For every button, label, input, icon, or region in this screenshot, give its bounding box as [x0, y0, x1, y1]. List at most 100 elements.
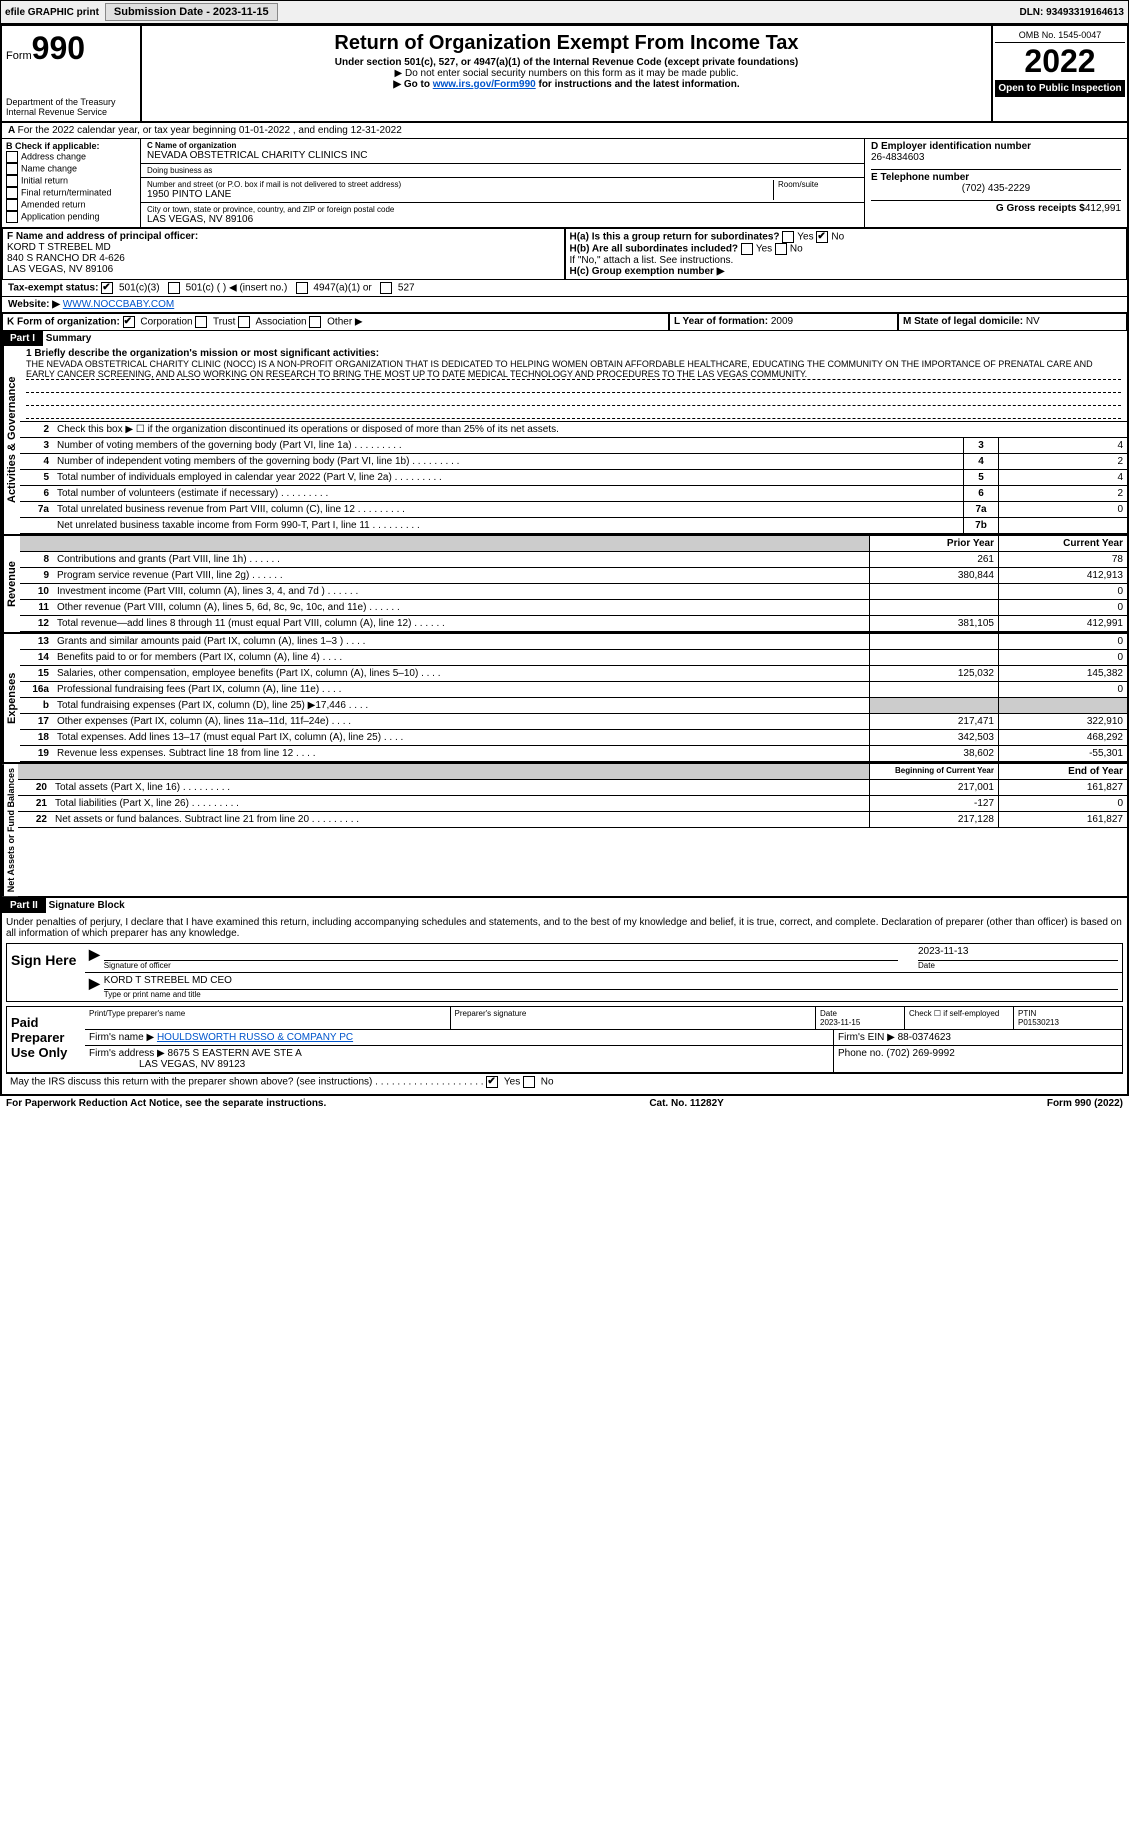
gov-row: Net unrelated business taxable income fr…	[20, 518, 1127, 534]
top-section: Form990 Department of the Treasury Inter…	[2, 26, 1127, 123]
exp-row: 16aProfessional fundraising fees (Part I…	[20, 682, 1127, 698]
arrow-icon: ▶	[89, 946, 100, 970]
mission-blank2	[26, 393, 1121, 406]
rev-row: 11Other revenue (Part VIII, column (A), …	[20, 600, 1127, 616]
exp-row: 14Benefits paid to or for members (Part …	[20, 650, 1127, 666]
line-desc: Other expenses (Part IX, column (A), lin…	[53, 714, 869, 729]
section-j: Website: ▶ WWW.NOCCBABY.COM	[2, 297, 1127, 313]
city-value: LAS VEGAS, NV 89106	[147, 214, 858, 225]
line-desc: Total number of individuals employed in …	[53, 470, 963, 485]
line-no: 5	[20, 470, 53, 485]
line-val: 2	[998, 454, 1127, 469]
prior-val	[869, 600, 998, 615]
signature-section: Under penalties of perjury, I declare th…	[2, 913, 1127, 1094]
i-opt2: 501(c) ( ) ◀ (insert no.)	[186, 283, 288, 294]
phone-value: (702) 435-2229	[871, 183, 1121, 194]
net-row: 20Total assets (Part X, line 16) . . . .…	[18, 780, 1127, 796]
exp-row: 18Total expenses. Add lines 13–17 (must …	[20, 730, 1127, 746]
firm-phone-cell: Phone no. (702) 269-9992	[834, 1046, 1122, 1072]
section-c: C Name of organization NEVADA OBSTETRICA…	[141, 139, 864, 227]
current-val: 0	[998, 650, 1127, 665]
i-opt4: 527	[398, 283, 415, 294]
footer-center: Cat. No. 11282Y	[649, 1098, 723, 1109]
c-city-label: City or town, state or province, country…	[147, 205, 858, 214]
line-no: 12	[20, 616, 53, 631]
hb-yes-checkbox[interactable]	[741, 243, 753, 255]
part1-badge: Part I	[2, 331, 43, 346]
netassets-section: Net Assets or Fund Balances Beginning of…	[2, 764, 1127, 898]
irs-link[interactable]: www.irs.gov/Form990	[433, 79, 536, 90]
address-change-checkbox[interactable]	[6, 151, 18, 163]
begin-year-header: Beginning of Current Year	[869, 764, 998, 779]
a-line: A For the 2022 calendar year, or tax yea…	[2, 123, 1127, 139]
line-box: 5	[963, 470, 998, 485]
g-label: G Gross receipts $	[996, 203, 1085, 214]
line-desc: Professional fundraising fees (Part IX, …	[53, 682, 869, 697]
ha-yes-checkbox[interactable]	[782, 231, 794, 243]
section-h: H(a) Is this a group return for subordin…	[565, 228, 1128, 280]
current-val: 161,827	[998, 812, 1127, 827]
line-no: 15	[20, 666, 53, 681]
application-pending-checkbox[interactable]	[6, 211, 18, 223]
klm-row: K Form of organization: Corporation Trus…	[2, 313, 1127, 331]
corp-checkbox[interactable]	[123, 316, 135, 328]
submission-date-btn[interactable]: Submission Date - 2023-11-15	[105, 3, 278, 21]
k-opt3: Other ▶	[327, 317, 362, 328]
netassets-content: Beginning of Current YearEnd of Year 20T…	[18, 764, 1127, 896]
4947-checkbox[interactable]	[296, 282, 308, 294]
line-no: 18	[20, 730, 53, 745]
527-checkbox[interactable]	[380, 282, 392, 294]
line-no: 7a	[20, 502, 53, 517]
mission-block: 1 Briefly describe the organization's mi…	[20, 346, 1127, 422]
officer-signature-line[interactable]	[104, 946, 898, 961]
501c3-checkbox[interactable]	[101, 282, 113, 294]
line-val: 0	[998, 502, 1127, 517]
name-change-checkbox[interactable]	[6, 163, 18, 175]
b-item-2: Initial return	[6, 175, 136, 187]
b-item-1: Name change	[6, 163, 136, 175]
rev-row: 9Program service revenue (Part VIII, lin…	[20, 568, 1127, 584]
prep-name-label: Print/Type preparer's name	[85, 1007, 451, 1029]
current-val: 412,991	[998, 616, 1127, 631]
section-deg: D Employer identification number 26-4834…	[864, 139, 1127, 227]
line-desc: Salaries, other compensation, employee b…	[53, 666, 869, 681]
year-box: OMB No. 1545-0047 2022 Open to Public In…	[991, 26, 1127, 121]
officer-name: KORD T STREBEL MD	[7, 242, 560, 253]
line-no: 17	[20, 714, 53, 729]
firm-ein-value: 88-0374623	[898, 1032, 951, 1043]
firm-name-link[interactable]: HOULDSWORTH RUSSO & COMPANY PC	[157, 1032, 353, 1043]
line-no	[20, 518, 53, 533]
line2-desc: Check this box ▶ ☐ if the organization d…	[53, 422, 1127, 437]
expenses-sidelabel: Expenses	[2, 634, 20, 762]
title-section: Return of Organization Exempt From Incom…	[142, 26, 991, 121]
efile-header: efile GRAPHIC print Submission Date - 20…	[0, 0, 1129, 24]
preparer-fields: Print/Type preparer's name Preparer's si…	[85, 1007, 1122, 1072]
prep-sig-label: Preparer's signature	[451, 1007, 817, 1029]
ha-no-checkbox[interactable]	[816, 231, 828, 243]
gov-row: 5Total number of individuals employed in…	[20, 470, 1127, 486]
b-item-0-label: Address change	[21, 151, 86, 161]
other-checkbox[interactable]	[309, 316, 321, 328]
501c-checkbox[interactable]	[168, 282, 180, 294]
assoc-checkbox[interactable]	[238, 316, 250, 328]
initial-return-checkbox[interactable]	[6, 175, 18, 187]
line-no: 11	[20, 600, 53, 615]
line2-row: 2Check this box ▶ ☐ if the organization …	[20, 422, 1127, 438]
trust-checkbox[interactable]	[195, 316, 207, 328]
footer-left: For Paperwork Reduction Act Notice, see …	[6, 1098, 326, 1109]
firm-name-label: Firm's name ▶	[89, 1032, 154, 1043]
amended-return-checkbox[interactable]	[6, 199, 18, 211]
fh-row: F Name and address of principal officer:…	[2, 228, 1127, 280]
line-val: 4	[998, 470, 1127, 485]
final-return-checkbox[interactable]	[6, 187, 18, 199]
line-val: 4	[998, 438, 1127, 453]
b-item-5: Application pending	[6, 211, 136, 223]
room-label: Room/suite	[773, 180, 858, 200]
section-i: Tax-exempt status: 501(c)(3) 501(c) ( ) …	[2, 280, 1127, 297]
discuss-no-checkbox[interactable]	[523, 1076, 535, 1088]
website-link[interactable]: WWW.NOCCBABY.COM	[63, 299, 174, 310]
discuss-yes-checkbox[interactable]	[486, 1076, 498, 1088]
line-no: 9	[20, 568, 53, 583]
hb-no-checkbox[interactable]	[775, 243, 787, 255]
line-box: 6	[963, 486, 998, 501]
